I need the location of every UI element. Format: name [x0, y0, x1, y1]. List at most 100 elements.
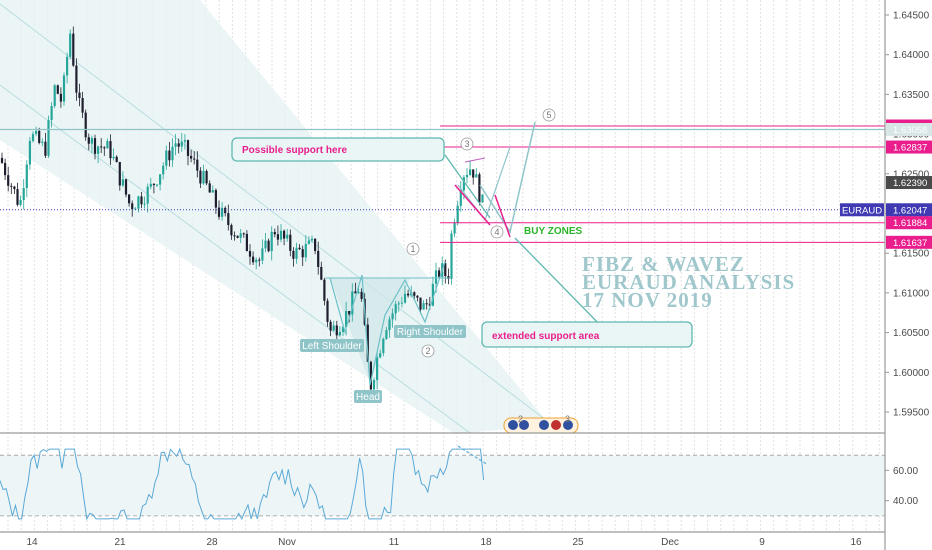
wave-3-marker — [460, 137, 474, 151]
candle-body — [97, 146, 100, 154]
price-tick-label: 1.60000 — [893, 368, 930, 379]
candle-body — [236, 235, 239, 238]
candle-body — [174, 143, 177, 147]
candle-body — [475, 174, 478, 178]
candle-body — [273, 231, 276, 235]
price-tick-label: 1.60500 — [893, 328, 930, 339]
candle-body — [7, 175, 10, 186]
head-tag: Head — [354, 390, 382, 403]
candle-body — [31, 133, 35, 141]
candle-body — [252, 256, 255, 263]
candle-body — [25, 164, 28, 189]
candle-body — [453, 223, 456, 234]
pullback-arrow-b — [494, 194, 511, 238]
candle-body — [323, 279, 326, 301]
candle-body — [419, 297, 422, 310]
candle-body — [307, 240, 310, 244]
candle-body — [354, 291, 357, 294]
candle-body — [335, 325, 338, 336]
candle-body — [103, 147, 106, 149]
candle-body — [90, 138, 93, 144]
extended-support-label: extended support area — [492, 331, 600, 342]
candle-body — [438, 270, 441, 277]
candle-body — [242, 233, 245, 235]
candle-body — [53, 85, 56, 107]
au-flag-icon — [508, 420, 518, 430]
candle-body — [360, 291, 363, 299]
head-label: Head — [356, 392, 380, 403]
x-tick-label: 14 — [26, 537, 38, 548]
candle-body — [50, 106, 53, 121]
candle-body — [35, 130, 38, 134]
wave-1-marker — [406, 242, 420, 256]
candle-body — [456, 205, 459, 224]
candle-body — [159, 174, 162, 185]
x-tick-label: 18 — [480, 537, 492, 548]
candle-body — [255, 259, 258, 263]
title-line-3: 17 NOV 2019 — [582, 288, 713, 312]
candle-body — [407, 293, 410, 296]
candle-body — [224, 207, 227, 214]
candle-body — [422, 303, 425, 310]
candle-body — [171, 146, 174, 161]
candle-body — [478, 174, 481, 203]
candle-body — [428, 304, 431, 306]
wave-projection-high — [479, 121, 536, 234]
candle-body — [245, 233, 248, 252]
price-tick-label: 1.61500 — [893, 249, 930, 260]
symbol-tag-label: EURAUD — [842, 205, 882, 216]
candle-body — [286, 234, 289, 239]
candle-body — [211, 190, 214, 193]
candle-body — [56, 85, 59, 94]
candle-body — [202, 171, 205, 184]
price-tag-bg — [886, 122, 932, 136]
price-tag-2: 1.63058 — [886, 122, 932, 136]
wave-3-label: 3 — [464, 139, 469, 149]
candle-body — [199, 170, 202, 184]
candle-body — [87, 137, 90, 144]
candle-body — [450, 233, 453, 279]
candle-body — [19, 200, 22, 205]
candle-body — [258, 259, 261, 261]
candle-body — [190, 155, 193, 159]
candle-body — [481, 194, 484, 203]
candle-body — [264, 240, 267, 249]
candle-body — [0, 157, 4, 163]
oscillator-band — [0, 455, 885, 516]
candle-body — [28, 140, 31, 165]
candle-body — [372, 380, 376, 390]
wave3-top-line — [464, 157, 486, 163]
candle-body — [10, 185, 13, 187]
candle-body — [248, 251, 252, 257]
x-tick-label: Dec — [661, 537, 679, 548]
candle-body — [112, 156, 115, 159]
reference-lines — [0, 125, 885, 243]
candle-body — [146, 186, 149, 204]
price-tag-label: 1.62047 — [893, 205, 927, 216]
price-tag-bg — [886, 176, 932, 190]
extended-support-connector — [514, 237, 606, 331]
candle-body — [400, 302, 403, 304]
candle-body — [4, 162, 7, 176]
wave-2-label: 2 — [425, 346, 430, 356]
candle-body — [276, 234, 279, 240]
candle-body — [149, 183, 152, 187]
candle-body — [180, 141, 183, 147]
candle-body — [376, 357, 379, 381]
candle-body — [152, 183, 155, 186]
candle-body — [279, 230, 283, 240]
title-line-2: EURAUD ANALYSIS — [582, 270, 795, 294]
price-tick-label: 1.61000 — [893, 288, 930, 299]
x-tick-label: 28 — [206, 537, 218, 548]
au-flag-icon-2 — [539, 420, 549, 430]
x-tick-label: 25 — [572, 537, 584, 548]
pullback-arrow-a — [454, 184, 491, 226]
price-tag-6: 1.61884 — [886, 216, 932, 230]
candle-body — [196, 159, 199, 171]
candle-body — [283, 230, 286, 239]
candle-body — [382, 338, 385, 354]
candle-body — [100, 146, 103, 148]
candle-body — [394, 304, 397, 314]
price-tick-label: 1.64000 — [893, 50, 930, 61]
